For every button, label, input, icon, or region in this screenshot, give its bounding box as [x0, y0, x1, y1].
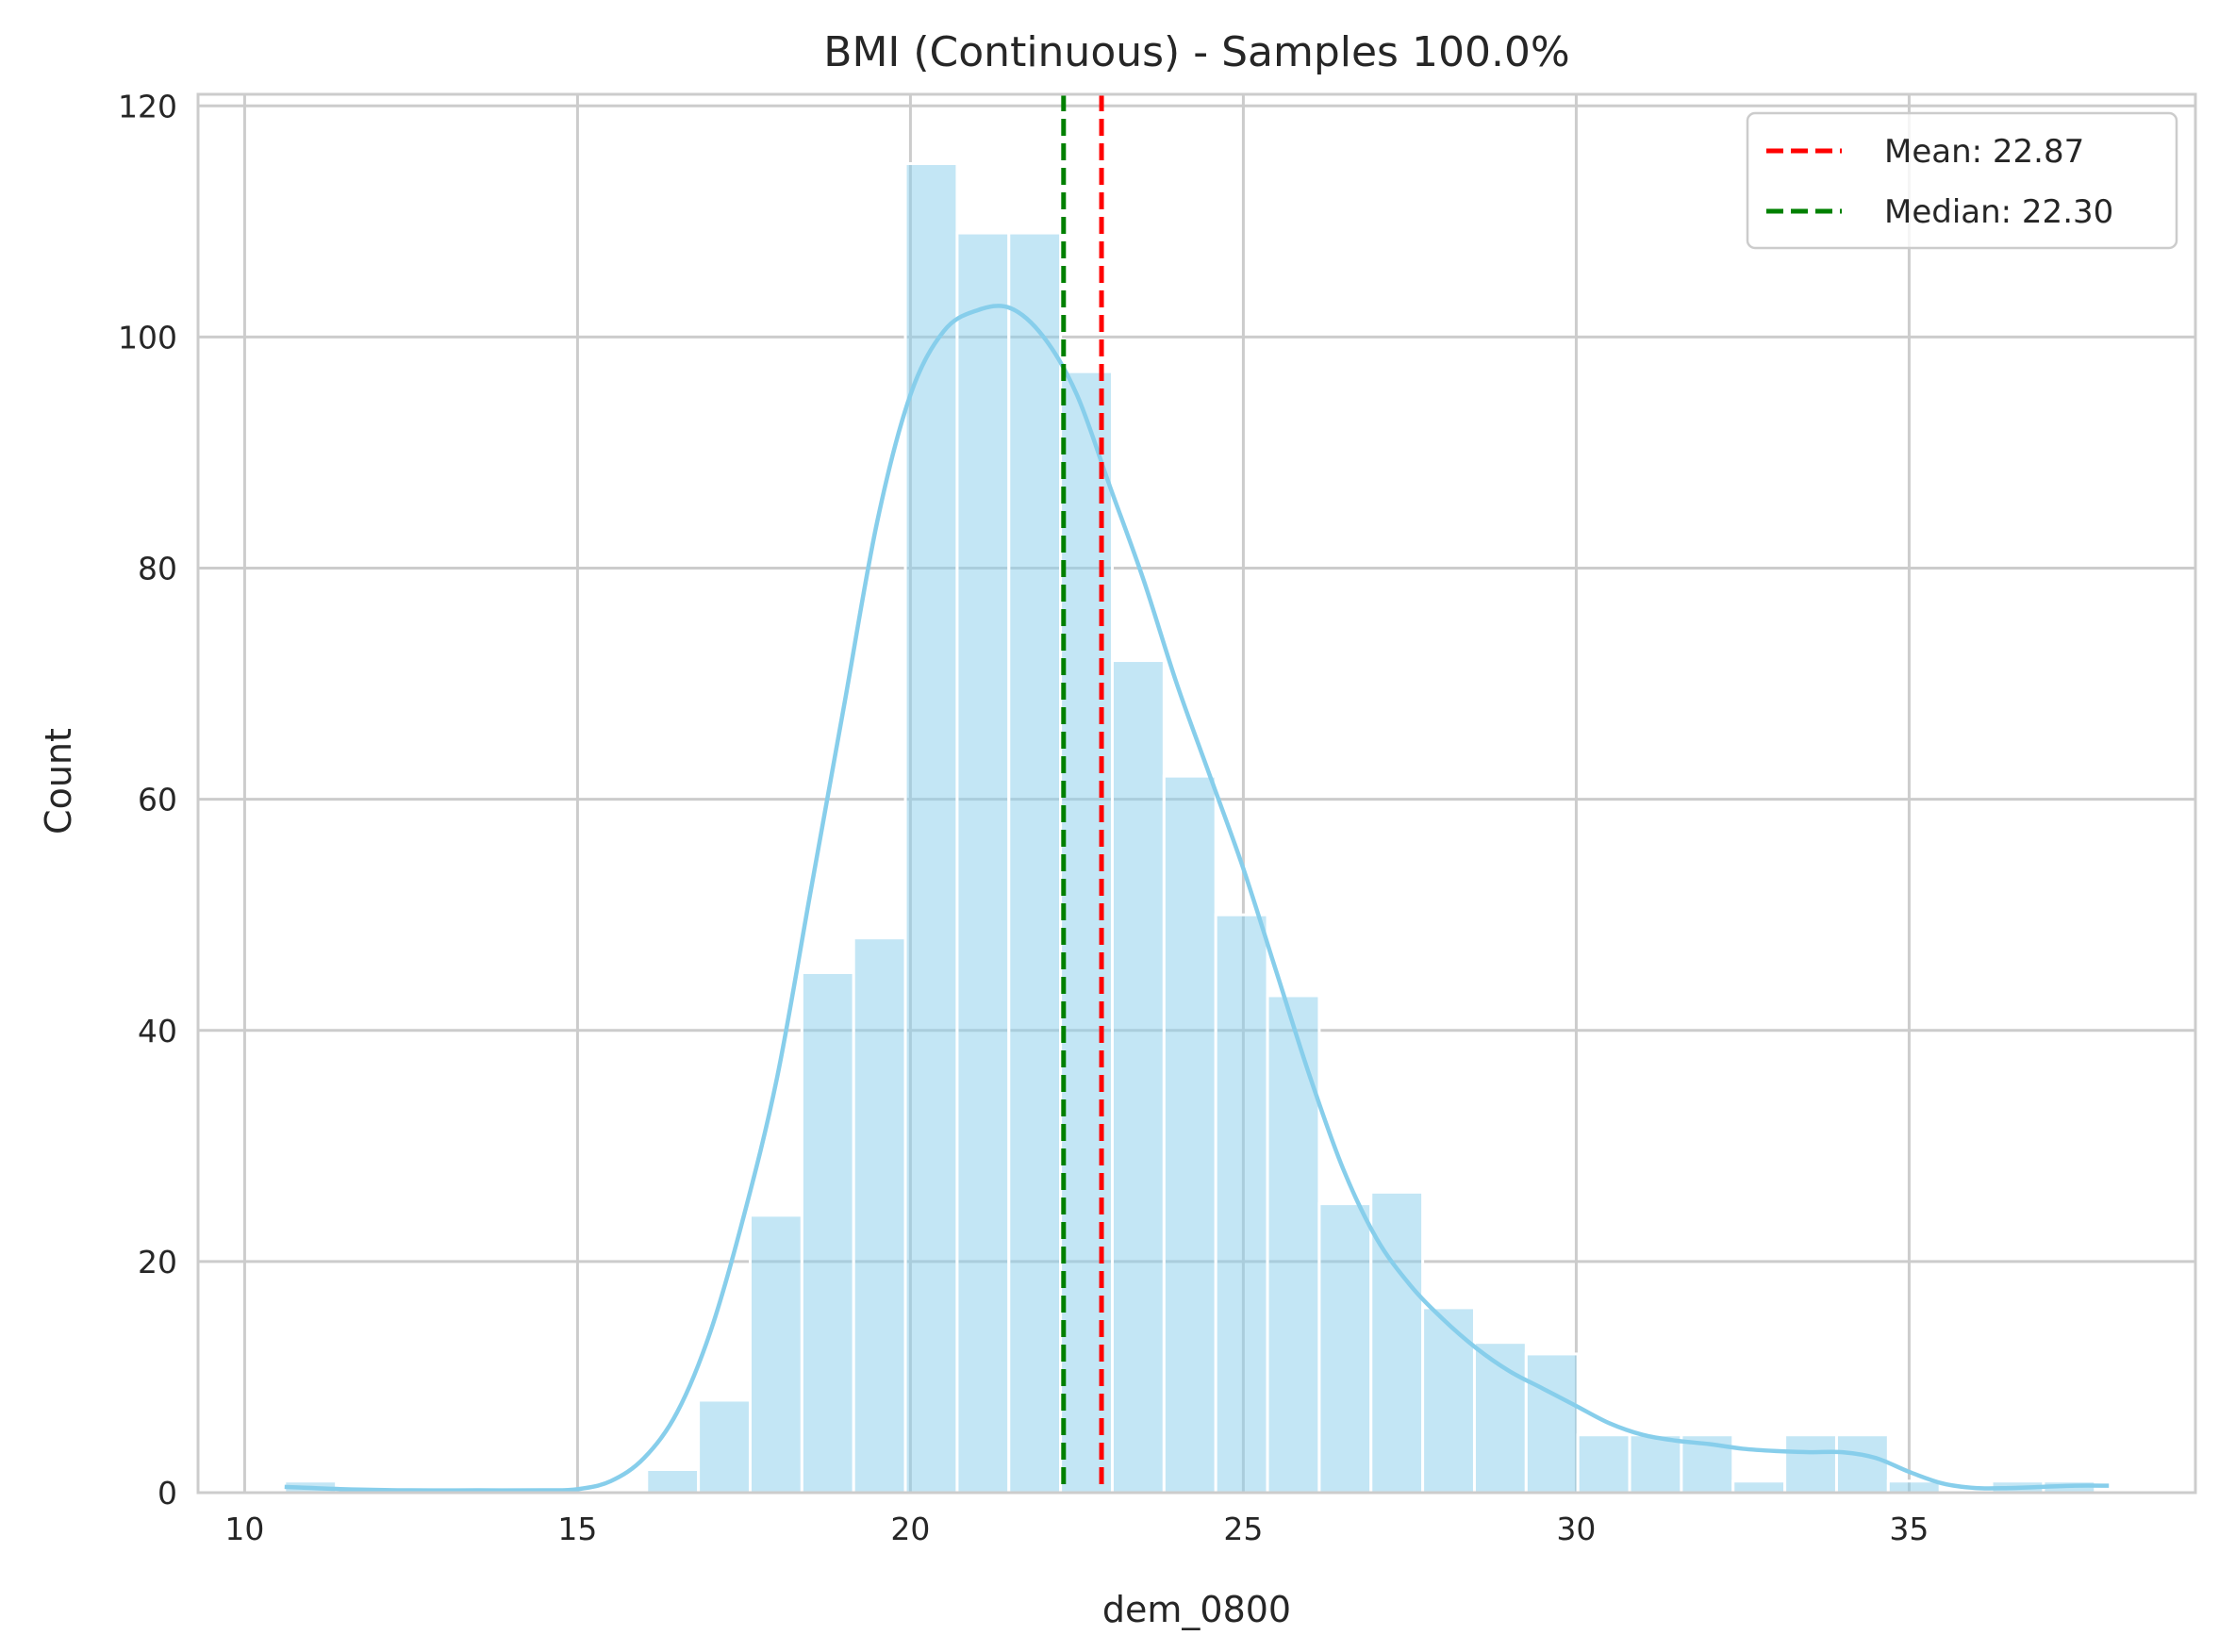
x-axis-label: dem_0800 [1102, 1589, 1291, 1630]
histogram-bar [645, 1467, 701, 1495]
histogram-bar [1576, 1433, 1631, 1495]
histogram-bar [1110, 659, 1166, 1495]
legend-entry-label: Mean: 22.87 [1884, 133, 2084, 171]
tick-labels: 10 15 20 25 30 35 0 20 40 60 80 100 120 [118, 88, 1929, 1547]
histogram-bar [1886, 1479, 1942, 1495]
histogram-bar [1783, 1433, 1838, 1495]
y-tick-label: 60 [138, 782, 177, 818]
histogram-bar [1266, 994, 1321, 1495]
histogram-bar [1834, 1433, 1890, 1495]
histogram-bar [1317, 1202, 1373, 1495]
histogram-bar [1059, 370, 1114, 1495]
histogram-bar [1628, 1433, 1683, 1495]
legend-box [1746, 111, 2178, 250]
plot-frame [196, 92, 2197, 1495]
histogram-bar [748, 1214, 803, 1495]
y-tick-label: 100 [118, 319, 177, 355]
histogram-bar [1162, 774, 1217, 1495]
chart-title: BMI (Continuous) - Samples 100.0% [823, 28, 1569, 76]
kde-curve [284, 304, 2110, 1493]
histogram-bar [955, 231, 1011, 1495]
histogram-bar [903, 162, 959, 1495]
y-axis-label: Count [38, 728, 79, 834]
histogram-bar [852, 936, 907, 1495]
histogram-bar [1007, 231, 1063, 1495]
y-tick-label: 120 [118, 88, 177, 124]
y-tick-label: 0 [157, 1475, 177, 1512]
reference-lines [1061, 94, 1104, 1493]
histogram-bar [1214, 913, 1269, 1495]
histogram-bar [800, 970, 855, 1495]
histogram-bar [1731, 1479, 1787, 1495]
x-tick-label: 35 [1889, 1511, 1929, 1547]
y-tick-label: 20 [138, 1244, 177, 1280]
kde-curve-group [284, 304, 2110, 1493]
x-tick-label: 30 [1556, 1511, 1596, 1547]
y-tick-label: 40 [138, 1013, 177, 1049]
x-tick-label: 25 [1223, 1511, 1263, 1547]
histogram-bar [1369, 1190, 1425, 1495]
x-tick-label: 20 [890, 1511, 930, 1547]
x-tick-label: 10 [224, 1511, 264, 1547]
y-tick-label: 80 [138, 551, 177, 587]
legend: Mean: 22.87 Median: 22.30 [1746, 111, 2178, 250]
histogram-bar [1421, 1306, 1476, 1495]
histogram-bar [1680, 1433, 1735, 1495]
histogram-bar [1524, 1352, 1580, 1495]
histogram-bar [697, 1398, 752, 1495]
x-tick-label: 15 [557, 1511, 597, 1547]
legend-entry-label: Median: 22.30 [1884, 193, 2113, 231]
